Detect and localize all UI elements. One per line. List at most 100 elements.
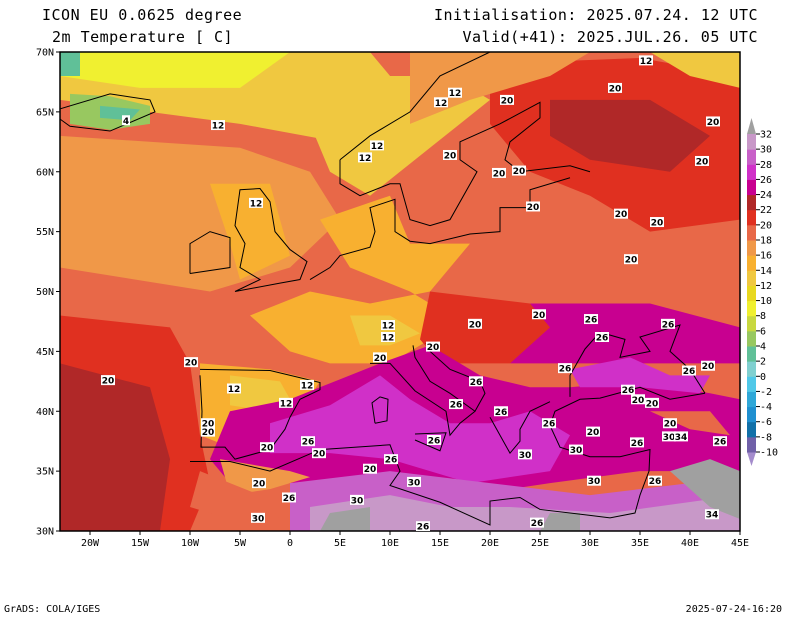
contour-label: 12	[358, 152, 372, 164]
svg-text:20: 20	[707, 118, 720, 128]
svg-text:30: 30	[663, 433, 676, 443]
contour-label: 34	[705, 509, 719, 521]
lat-tick-label: 50N	[36, 287, 54, 298]
contour-label: 26	[584, 314, 598, 326]
lon-tick-label: 15E	[431, 538, 449, 549]
contour-label: 26	[427, 434, 441, 446]
colorbar-bin	[747, 134, 756, 150]
svg-text:30: 30	[570, 446, 583, 456]
contour-label: 34	[674, 431, 688, 443]
svg-text:20: 20	[364, 465, 377, 475]
svg-text:20: 20	[469, 320, 482, 330]
svg-text:26: 26	[543, 420, 556, 430]
svg-text:20: 20	[513, 167, 526, 177]
contour-label: 20	[426, 341, 440, 353]
coastline	[370, 345, 476, 437]
colorbar-bin	[747, 406, 756, 423]
svg-text:12: 12	[280, 399, 293, 409]
colorbar-label: 22	[760, 205, 772, 216]
colorbar-bin	[747, 391, 756, 408]
contour-label: 26	[595, 332, 609, 344]
lon-tick-label: 5W	[234, 538, 247, 549]
colorbar-label: 4	[760, 342, 766, 353]
colorbar-bin	[747, 149, 756, 165]
contour-label: 20	[373, 352, 387, 364]
contour-label: 20	[500, 94, 514, 106]
contour-label: 20	[468, 318, 482, 330]
lat-tick-label: 35N	[36, 467, 54, 478]
map-axes: 70N 65N 60N 55N 50N 45N 40N 35N 30N 20W 15W 10W 5W 0 5…	[36, 48, 749, 550]
colorbar-bin	[747, 376, 756, 392]
contour-label: 20	[312, 448, 326, 460]
svg-text:26: 26	[428, 436, 441, 446]
temperature-region	[210, 183, 290, 280]
svg-text:12: 12	[228, 385, 241, 395]
contour-label: 20	[363, 463, 377, 475]
contour-label: 12	[211, 120, 225, 132]
svg-text:12: 12	[371, 142, 384, 152]
svg-text:12: 12	[359, 154, 372, 164]
svg-text:20: 20	[102, 377, 115, 387]
svg-text:20: 20	[313, 450, 326, 460]
svg-text:12: 12	[382, 334, 395, 344]
svg-text:26: 26	[385, 456, 398, 466]
coastline	[189, 231, 231, 275]
contour-label: 26	[530, 517, 544, 529]
contour-label: 20	[586, 426, 600, 438]
temperature-region	[410, 52, 590, 124]
coastline	[60, 93, 156, 132]
svg-text:12: 12	[212, 122, 225, 132]
colorbar-bin	[747, 164, 756, 180]
contour-label: 26	[621, 384, 635, 396]
contour-label: 12	[227, 383, 241, 395]
colorbar-bin	[747, 315, 756, 332]
lat-tick-label: 30N	[36, 527, 54, 538]
colorbar-label: -4	[760, 402, 772, 413]
contour-label: 30	[587, 475, 601, 487]
svg-text:20: 20	[702, 362, 715, 372]
lon-tick-label: 10E	[381, 538, 399, 549]
svg-text:26: 26	[470, 378, 483, 388]
contour-label: 20	[201, 418, 215, 430]
svg-text:12: 12	[301, 381, 314, 391]
svg-text:26: 26	[596, 334, 609, 344]
svg-text:4: 4	[123, 117, 129, 127]
contour-label: 20	[101, 375, 115, 387]
initialisation-time: Initialisation: 2025.07.24. 12 UTC	[433, 6, 758, 24]
contour-label: 12	[300, 379, 314, 391]
contour-label: 26	[282, 492, 296, 504]
contour-label: 4	[122, 115, 130, 127]
contour-label: 26	[682, 365, 696, 377]
colorbar-label: 26	[760, 175, 772, 186]
lon-tick-label: 45E	[731, 538, 749, 549]
colorbar-label: 28	[760, 160, 772, 171]
contour-label: 12	[639, 55, 653, 67]
colorbar-bin	[747, 209, 756, 226]
svg-text:30: 30	[519, 451, 532, 461]
svg-text:20: 20	[664, 420, 677, 430]
contour-label: 30	[350, 494, 364, 506]
coastline	[371, 396, 389, 424]
temperature-region	[270, 375, 570, 484]
contour-label: 20	[624, 254, 638, 266]
colorbar-label: 16	[760, 251, 772, 262]
contour-label: 26	[713, 436, 727, 448]
svg-text:12: 12	[640, 57, 653, 67]
lat-tick-label: 45N	[36, 347, 54, 358]
contour-label: 26	[630, 437, 644, 449]
contour-label: 30	[569, 444, 583, 456]
colorbar-label: 20	[760, 220, 772, 231]
contour-label: 20	[443, 149, 457, 161]
valid-time: Valid(+41): 2025.JUL.26. 05 UTC	[462, 28, 758, 46]
contour-label: 12	[249, 197, 263, 209]
contour-label: 20	[650, 217, 664, 229]
colorbar-label: 0	[760, 372, 766, 383]
coastline	[414, 432, 447, 452]
colorbar-bin	[747, 224, 756, 241]
grads-credit: GrADS: COLA/IGES	[4, 604, 101, 615]
temperature-region	[350, 315, 420, 346]
colorbar-bin	[747, 285, 756, 302]
colorbar-label: 10	[760, 296, 772, 307]
svg-text:20: 20	[625, 256, 638, 266]
contour-label: 20	[260, 442, 274, 454]
